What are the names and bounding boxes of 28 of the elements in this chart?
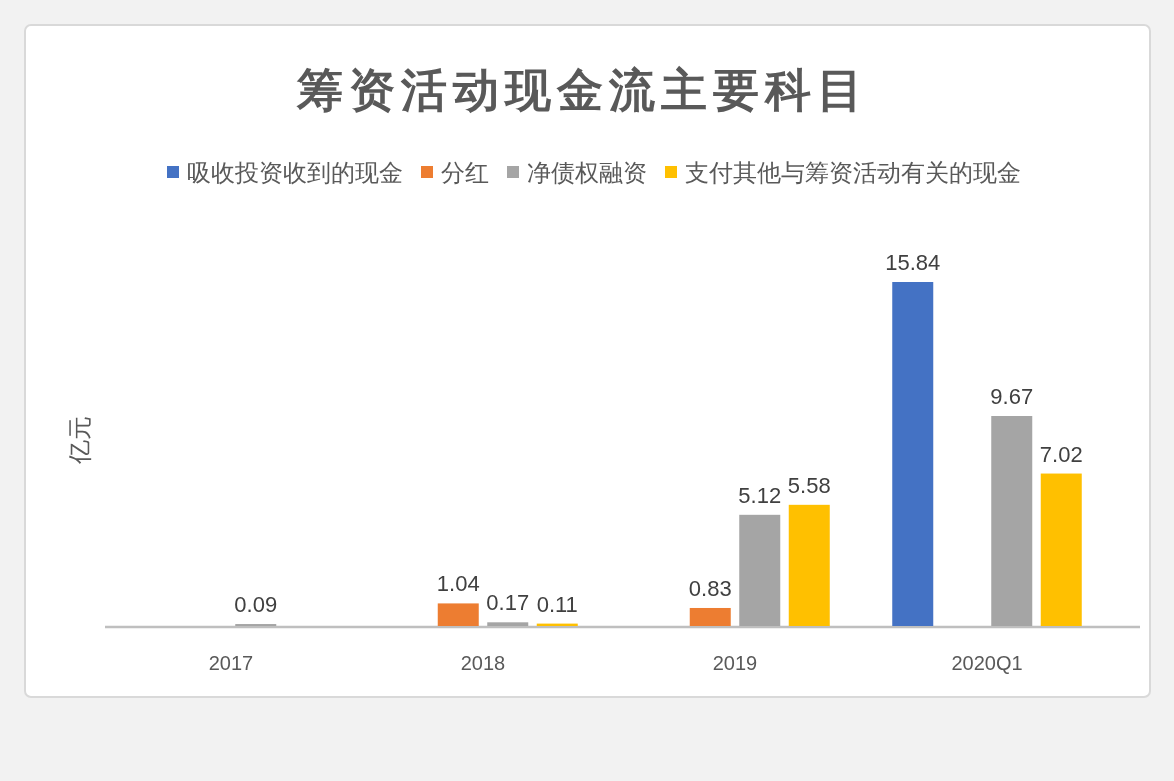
legend-label: 支付其他与筹资活动有关的现金 bbox=[685, 158, 1021, 186]
data-label: 5.58 bbox=[787, 472, 831, 498]
x-tick-label: 2020Q1 bbox=[951, 652, 1023, 674]
data-label: 5.12 bbox=[738, 482, 782, 508]
bar bbox=[788, 504, 830, 626]
x-tick-label: 2019 bbox=[712, 652, 758, 674]
bar bbox=[487, 622, 529, 626]
chart-title: 筹资活动现金流主要科目 bbox=[296, 64, 869, 116]
x-tick-label: 2018 bbox=[460, 652, 506, 674]
data-label: 15.84 bbox=[885, 250, 941, 275]
bar bbox=[689, 607, 731, 626]
data-label: 0.09 bbox=[234, 592, 278, 618]
legend-label: 净债权融资 bbox=[527, 158, 647, 186]
y-axis-title: 亿元 bbox=[66, 416, 93, 465]
data-label: 0.17 bbox=[486, 590, 530, 616]
bar bbox=[892, 282, 934, 626]
data-label: 0.11 bbox=[536, 591, 578, 617]
data-label: 0.83 bbox=[688, 575, 732, 601]
data-label: 1.04 bbox=[436, 571, 480, 597]
legend-label: 分红 bbox=[441, 158, 489, 186]
legend-label: 吸收投资收到的现金 bbox=[187, 158, 403, 186]
x-tick-label: 2017 bbox=[208, 652, 254, 674]
bar bbox=[991, 416, 1033, 626]
bar bbox=[437, 603, 479, 626]
bar bbox=[1040, 473, 1082, 626]
bar bbox=[739, 514, 781, 626]
data-label: 9.67 bbox=[990, 383, 1034, 409]
data-label: 7.02 bbox=[1039, 441, 1083, 467]
